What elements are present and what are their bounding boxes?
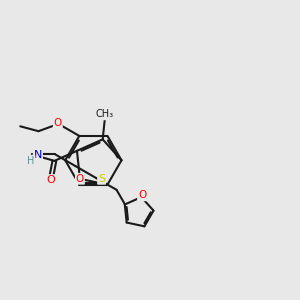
Text: N: N [34,150,42,160]
Text: O: O [54,118,62,128]
Text: O: O [138,190,146,200]
Text: S: S [98,174,105,184]
Text: O: O [76,174,84,184]
Text: O: O [46,175,55,185]
Text: CH₃: CH₃ [96,110,114,119]
Text: H: H [27,156,34,166]
